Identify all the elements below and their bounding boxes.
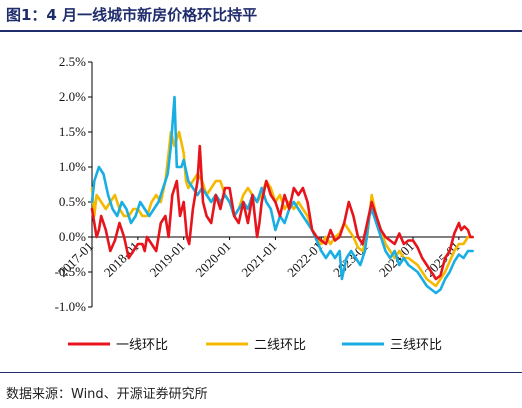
y-tick-label: 0.0% <box>59 229 86 244</box>
series-line-1 <box>90 144 474 281</box>
y-tick-label: 1.0% <box>59 159 86 174</box>
y-tick-label: 2.5% <box>59 54 86 69</box>
y-tick-label: -0.5% <box>55 264 87 279</box>
x-tick-label: 2018-01 <box>101 239 142 280</box>
legend-label-2: 二线环比 <box>254 338 306 353</box>
page-title: 图1：4 月一线城市新房价格环比持平 <box>6 6 258 24</box>
source-note: 数据来源：Wind、开源证券研究所 <box>6 387 208 402</box>
y-tick-label: -1.0% <box>55 299 87 314</box>
x-tick-label: 2021-01 <box>238 239 279 280</box>
y-tick-label: 1.5% <box>59 124 86 139</box>
y-tick-label: 2.0% <box>59 89 86 104</box>
chart-legend: 一线环比 二线环比 三线环比 <box>68 338 442 353</box>
footer-divider <box>0 372 522 373</box>
x-tick-label: 2020-01 <box>192 239 233 280</box>
chart-series-lines <box>90 95 474 295</box>
y-tick-label: 0.5% <box>59 194 86 209</box>
series-line-2 <box>90 130 474 288</box>
legend-label-3: 三线环比 <box>390 338 442 353</box>
line-chart: -1.0%-0.5%0.0%0.5%1.0%1.5%2.0%2.5%2017-0… <box>55 54 474 353</box>
legend-label-1: 一线环比 <box>116 338 168 353</box>
title-divider <box>0 30 522 32</box>
